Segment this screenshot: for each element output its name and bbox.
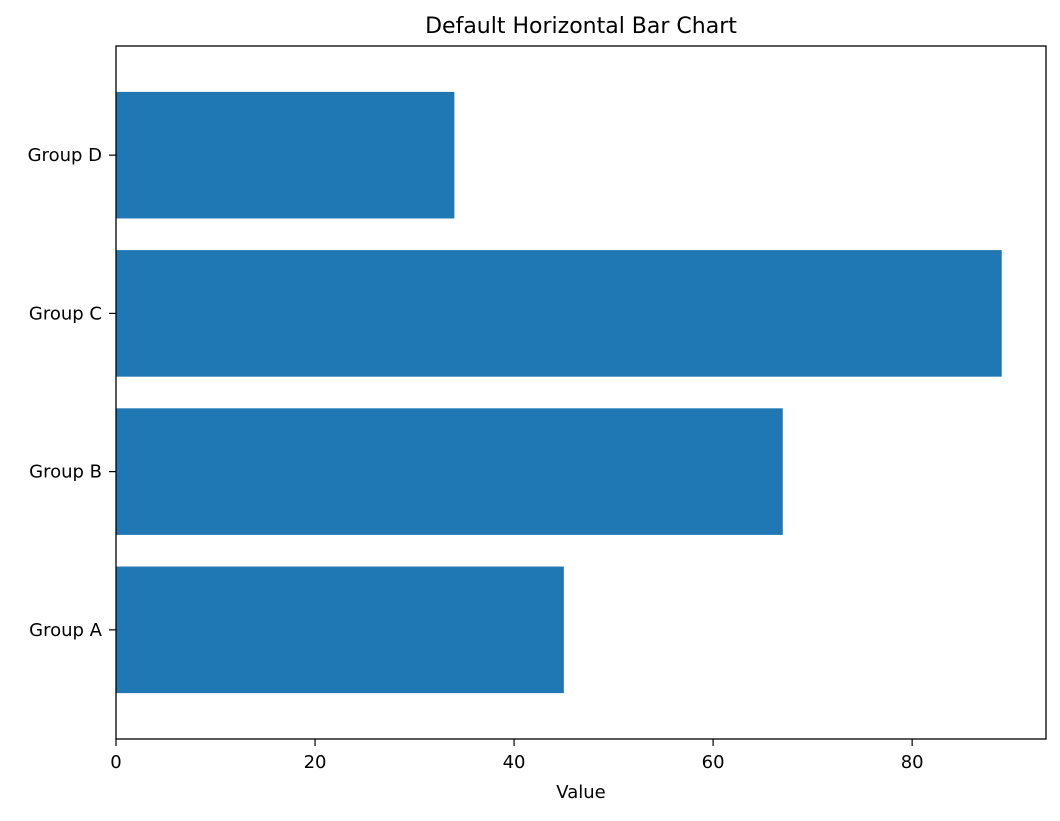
y-tick-label: Group D bbox=[28, 145, 102, 166]
bar-group-c bbox=[116, 250, 1002, 377]
x-tick-label: 0 bbox=[110, 752, 121, 773]
x-tick-label: 60 bbox=[702, 752, 725, 773]
bar-group-b bbox=[116, 408, 783, 535]
x-axis-ticks: 0 20 40 60 80 bbox=[110, 739, 924, 773]
y-tick-label: Group A bbox=[29, 620, 103, 641]
x-tick-label: 20 bbox=[304, 752, 327, 773]
chart-title: Default Horizontal Bar Chart bbox=[425, 14, 737, 39]
y-axis-ticks: Group A Group B Group C Group D bbox=[28, 145, 116, 641]
bar-group-a bbox=[116, 566, 564, 694]
bar-group-d bbox=[116, 91, 455, 219]
x-tick-label: 80 bbox=[901, 752, 924, 773]
x-tick-label: 40 bbox=[503, 752, 526, 773]
bars-layer bbox=[116, 91, 1002, 694]
plot-frame bbox=[115, 45, 1047, 740]
y-tick-label: Group C bbox=[29, 303, 102, 324]
x-axis-label: Value bbox=[556, 782, 605, 803]
y-tick-label: Group B bbox=[29, 462, 102, 483]
